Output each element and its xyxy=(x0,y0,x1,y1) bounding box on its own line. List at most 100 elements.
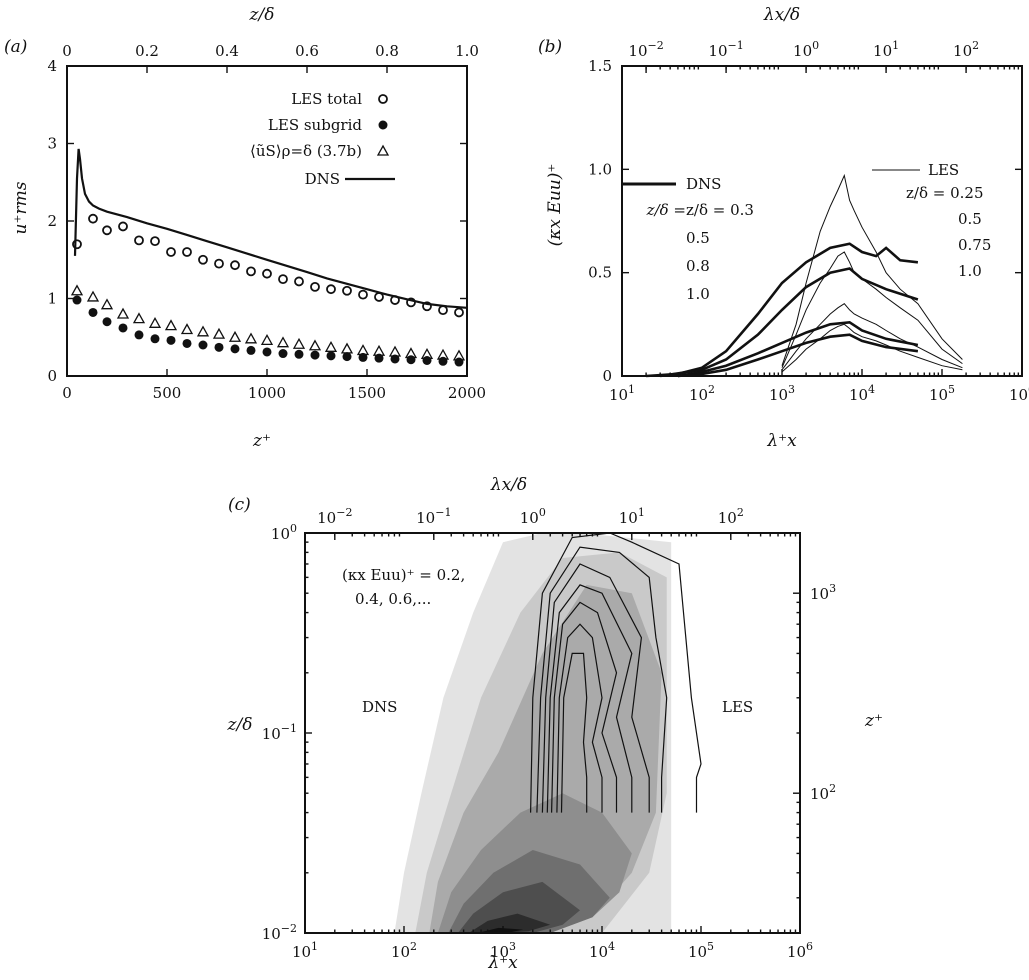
model-point xyxy=(278,338,288,347)
les-spectrum-line xyxy=(782,176,962,366)
les-subgrid-point xyxy=(407,355,416,364)
legend-les-total-marker xyxy=(379,95,387,103)
y-tick-label: 100 xyxy=(271,522,297,543)
y-tick-label: 0 xyxy=(47,367,57,385)
panel-b-legend-les: LES z/δ = 0.25 0.5 0.75 1.0 xyxy=(872,161,991,280)
model-point xyxy=(214,329,224,338)
legend-les-label: LES xyxy=(928,161,959,179)
y-tick-label: 2 xyxy=(47,212,57,230)
x-tick-label: 102 xyxy=(391,940,417,961)
les-total-point xyxy=(89,215,97,223)
les-subgrid-point xyxy=(423,356,432,365)
x-tick-label: 0 xyxy=(62,384,72,402)
legend-dns-label: DNS xyxy=(686,175,721,193)
y-tick-label: 1.5 xyxy=(588,57,612,75)
legend-les-z-3: 1.0 xyxy=(958,262,982,280)
legend-dns-z-1: 0.5 xyxy=(686,229,710,247)
panel-b-legend-dns: DNS z/δ = z/δ = 0.3 0.5 0.8 1.0 xyxy=(622,175,754,303)
model-point xyxy=(102,300,112,309)
les-subgrid-point xyxy=(151,334,160,343)
legend-les-total: LES total xyxy=(291,90,362,108)
legend-les-z-0: z/δ = 0.25 xyxy=(906,184,984,202)
x-tick-label: 104 xyxy=(849,383,875,404)
panel-c: (c) λx/δ λ⁺x z/δ z⁺ 101 102 103 104 105 10610… xyxy=(227,475,883,973)
les-total-point xyxy=(263,270,271,278)
top-x-tick-label: 101 xyxy=(873,39,899,60)
panel-c-right-ylabel: z⁺ xyxy=(864,711,883,731)
model-point xyxy=(246,334,256,343)
y-tick-label: 1 xyxy=(47,290,57,308)
top-x-tick-label: 10−1 xyxy=(708,39,743,60)
les-subgrid-point xyxy=(231,344,240,353)
top-x-tick-label: 100 xyxy=(520,506,546,527)
les-subgrid-point xyxy=(135,330,144,339)
panel-c-annotation-line1: (κx Euu)⁺ = 0.2, xyxy=(342,566,465,584)
dns-line xyxy=(75,149,467,308)
top-x-tick-label: 102 xyxy=(953,39,979,60)
les-subgrid-point xyxy=(295,350,304,359)
y-tick-label: 4 xyxy=(47,57,57,75)
panel-a-ylabel: u⁺rms xyxy=(11,181,31,234)
legend-dns-z-prefix: z/δ = xyxy=(646,201,686,219)
y-tick-label: 0 xyxy=(602,367,612,385)
y-tick-label: 3 xyxy=(47,135,57,153)
top-x-tick-label: 1.0 xyxy=(455,42,479,60)
x-tick-label: 1500 xyxy=(348,384,386,402)
right-y-tick-label: 103 xyxy=(810,582,836,603)
x-tick-label: 102 xyxy=(689,383,715,404)
les-total-point xyxy=(151,237,159,245)
top-x-tick-label: 0.2 xyxy=(135,42,159,60)
les-total-point xyxy=(215,260,223,268)
top-x-tick-label: 0 xyxy=(62,42,72,60)
model-point xyxy=(310,341,320,350)
x-tick-label: 500 xyxy=(153,384,182,402)
model-point xyxy=(182,325,192,334)
les-total-point xyxy=(119,222,127,230)
model-point xyxy=(342,344,352,353)
les-subgrid-point xyxy=(103,317,112,326)
top-x-tick-label: 10−2 xyxy=(628,39,663,60)
model-point xyxy=(166,321,176,330)
x-tick-label: 103 xyxy=(769,383,795,404)
les-subgrid-point xyxy=(119,323,128,332)
les-subgrid-point xyxy=(455,358,464,367)
les-total-point xyxy=(455,308,463,316)
top-x-tick-label: 10−2 xyxy=(317,506,352,527)
panel-b: (b) λx/δ λ⁺x (κx Euu)⁺ 101 102 103 104 105 10… xyxy=(538,5,1029,451)
panel-a-plot-area xyxy=(72,149,467,367)
top-x-tick-label: 101 xyxy=(619,506,645,527)
les-spectrum-line xyxy=(782,304,962,370)
les-total-point xyxy=(167,248,175,256)
panel-b-xlabel: λ⁺x xyxy=(766,431,797,451)
legend-les-z-1: 0.5 xyxy=(958,210,982,228)
model-point xyxy=(88,292,98,301)
les-subgrid-point xyxy=(199,341,208,350)
x-tick-label: 101 xyxy=(292,940,318,961)
x-tick-label: 1000 xyxy=(248,384,286,402)
model-point xyxy=(150,318,160,327)
legend-dns-z-3: 1.0 xyxy=(686,285,710,303)
top-x-tick-label: 10−1 xyxy=(416,506,451,527)
panel-c-annotation-line2: 0.4, 0.6,... xyxy=(355,590,431,608)
panel-c-label: (c) xyxy=(228,495,251,515)
model-point xyxy=(72,286,82,295)
les-subgrid-point xyxy=(279,349,288,358)
legend-model: ⟨ũS⟩ρ=δ (3.7b) xyxy=(250,142,362,160)
x-tick-label: 106 xyxy=(787,940,813,961)
les-total-point xyxy=(247,267,255,275)
x-tick-label: 2000 xyxy=(448,384,486,402)
legend-les-z-2: 0.75 xyxy=(958,236,991,254)
panel-b-ylabel: (κx Euu)⁺ xyxy=(545,164,565,247)
les-total-point xyxy=(135,236,143,244)
top-x-tick-label: 100 xyxy=(793,39,819,60)
model-point xyxy=(134,314,144,323)
panel-c-ylabel: z/δ xyxy=(227,715,253,735)
x-tick-label: 105 xyxy=(929,383,955,404)
les-subgrid-point xyxy=(327,351,336,360)
panel-a-xlabel: z⁺ xyxy=(252,431,271,451)
top-x-tick-label: 0.6 xyxy=(295,42,319,60)
les-subgrid-point xyxy=(89,308,98,317)
les-spectrum-line xyxy=(782,252,962,368)
